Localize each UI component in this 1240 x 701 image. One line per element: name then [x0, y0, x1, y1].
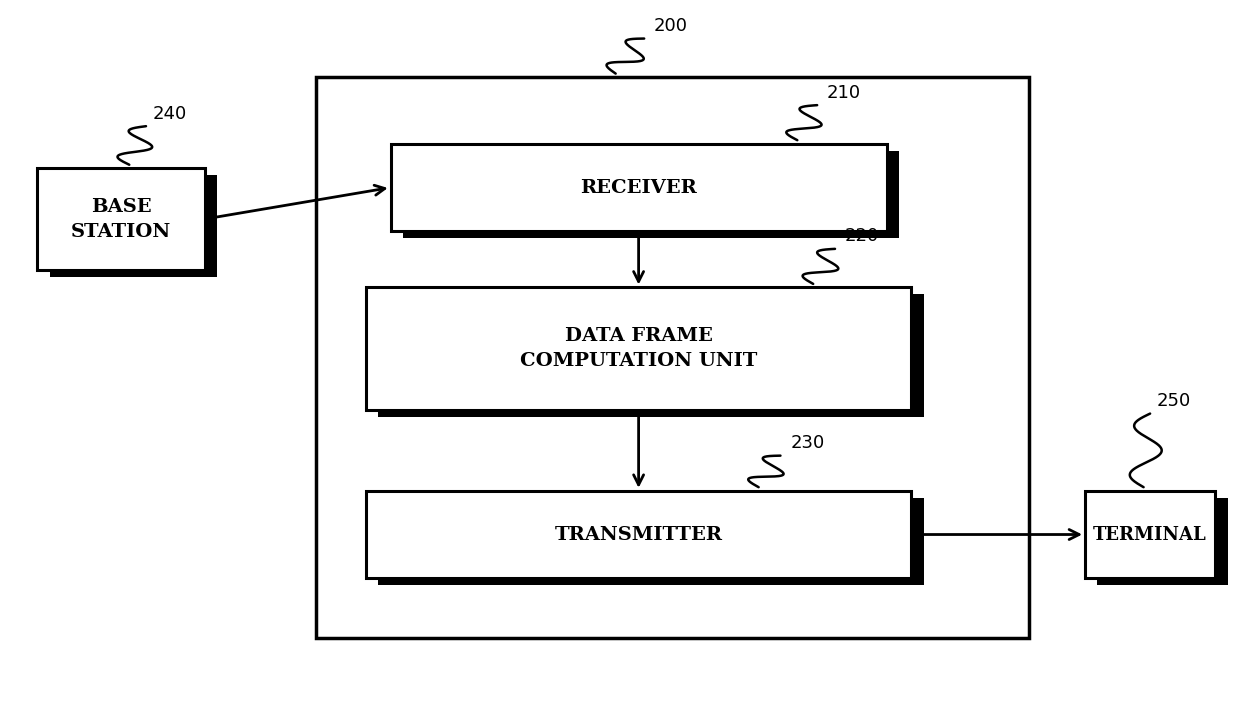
- Text: BASE
STATION: BASE STATION: [71, 198, 171, 240]
- Bar: [378, 498, 924, 585]
- Bar: [316, 77, 1029, 638]
- Text: TRANSMITTER: TRANSMITTER: [554, 526, 723, 543]
- Bar: [37, 168, 205, 270]
- Text: 230: 230: [790, 434, 825, 452]
- Bar: [50, 175, 217, 277]
- Bar: [378, 294, 924, 417]
- Bar: [366, 491, 911, 578]
- Text: TERMINAL: TERMINAL: [1094, 526, 1207, 543]
- Bar: [366, 287, 911, 410]
- Text: 250: 250: [1156, 392, 1190, 410]
- Bar: [1085, 491, 1215, 578]
- Bar: [403, 151, 899, 238]
- Text: 240: 240: [153, 104, 186, 123]
- Text: 210: 210: [827, 83, 862, 102]
- Text: RECEIVER: RECEIVER: [580, 179, 697, 196]
- Text: DATA FRAME
COMPUTATION UNIT: DATA FRAME COMPUTATION UNIT: [520, 327, 758, 370]
- Bar: [1097, 498, 1228, 585]
- Bar: [391, 144, 887, 231]
- Text: 200: 200: [655, 17, 688, 35]
- Text: 220: 220: [844, 227, 879, 245]
